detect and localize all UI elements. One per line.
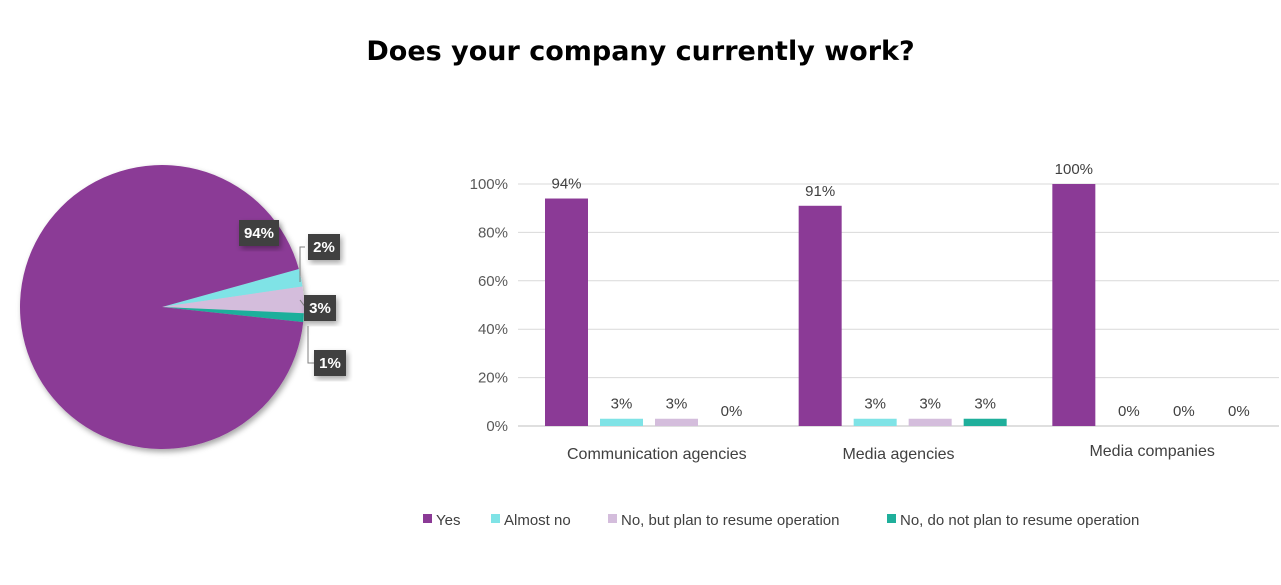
pie-slice-no-do-not-plan-to-resume-operation bbox=[162, 307, 304, 323]
legend-swatch bbox=[887, 514, 896, 523]
bar-data-label: 0% bbox=[1118, 403, 1140, 420]
pie-leader-line bbox=[299, 246, 305, 282]
y-tick-label: 80% bbox=[478, 224, 508, 241]
pie-data-label-box bbox=[314, 350, 346, 376]
bar-0-1 bbox=[600, 418, 643, 426]
bar-data-label: 91% bbox=[805, 183, 835, 200]
pie-slice-yes bbox=[19, 164, 304, 449]
x-category-label: Media agencies bbox=[842, 446, 954, 463]
pie-data-label-box bbox=[308, 234, 340, 260]
bar-data-label: 3% bbox=[974, 396, 996, 413]
y-tick-label: 60% bbox=[478, 273, 508, 290]
bar-data-label: 94% bbox=[551, 176, 581, 193]
pie-data-label-box bbox=[304, 295, 336, 321]
bar-data-label: 3% bbox=[666, 396, 688, 413]
pie-leader-line bbox=[307, 326, 316, 364]
bar-data-label: 3% bbox=[864, 396, 886, 413]
legend-label: No, do not plan to resume operation bbox=[900, 512, 1139, 529]
bar-data-label: 0% bbox=[1173, 403, 1195, 420]
bar-2-0 bbox=[1052, 184, 1096, 426]
y-tick-label: 20% bbox=[478, 370, 508, 387]
bar-1-2 bbox=[908, 418, 952, 426]
bar-1-3 bbox=[963, 418, 1007, 426]
bar-1-0 bbox=[798, 205, 842, 426]
pie-data-label-box bbox=[239, 220, 279, 246]
pie-chart: 94% 2% 3% 1% bbox=[19, 164, 346, 449]
bar-data-label: 3% bbox=[919, 396, 941, 413]
legend-swatch bbox=[491, 514, 500, 523]
pie-slice-no-but-plan-to-resume-operation bbox=[162, 286, 304, 314]
bar-1-1 bbox=[853, 418, 897, 426]
bar-chart: 0% 20% 40% 60% 80% 100% 94% 3% 3% 0% Communication… bbox=[470, 161, 1279, 463]
legend-swatch bbox=[423, 514, 432, 523]
pie-data-label: 3% bbox=[309, 300, 331, 317]
pie-data-label: 94% bbox=[244, 225, 274, 242]
bar-data-label: 100% bbox=[1055, 161, 1093, 178]
x-category-label: Communication agencies bbox=[567, 446, 747, 463]
legend-label: Almost no bbox=[504, 512, 571, 529]
bar-data-label: 3% bbox=[611, 396, 633, 413]
bar-data-label: 0% bbox=[721, 403, 743, 420]
bar-0-2 bbox=[655, 418, 698, 426]
y-tick-label: 0% bbox=[486, 418, 508, 435]
legend: Yes Almost no No, but plan to resume opera… bbox=[423, 512, 1139, 529]
legend-swatch bbox=[608, 514, 617, 523]
y-tick-label: 40% bbox=[478, 321, 508, 338]
legend-label: No, but plan to resume operation bbox=[621, 512, 839, 529]
x-category-label: Media companies bbox=[1089, 443, 1214, 460]
bar-0-0 bbox=[545, 198, 588, 426]
pie-slice-almost-no bbox=[162, 269, 303, 307]
legend-label: Yes bbox=[436, 512, 460, 529]
pie-data-label: 2% bbox=[313, 239, 335, 256]
bar-data-label: 0% bbox=[1228, 403, 1250, 420]
y-tick-label: 100% bbox=[470, 176, 508, 193]
pie-data-label: 1% bbox=[319, 355, 341, 372]
chart-title: Does your company currently work? bbox=[366, 36, 915, 67]
